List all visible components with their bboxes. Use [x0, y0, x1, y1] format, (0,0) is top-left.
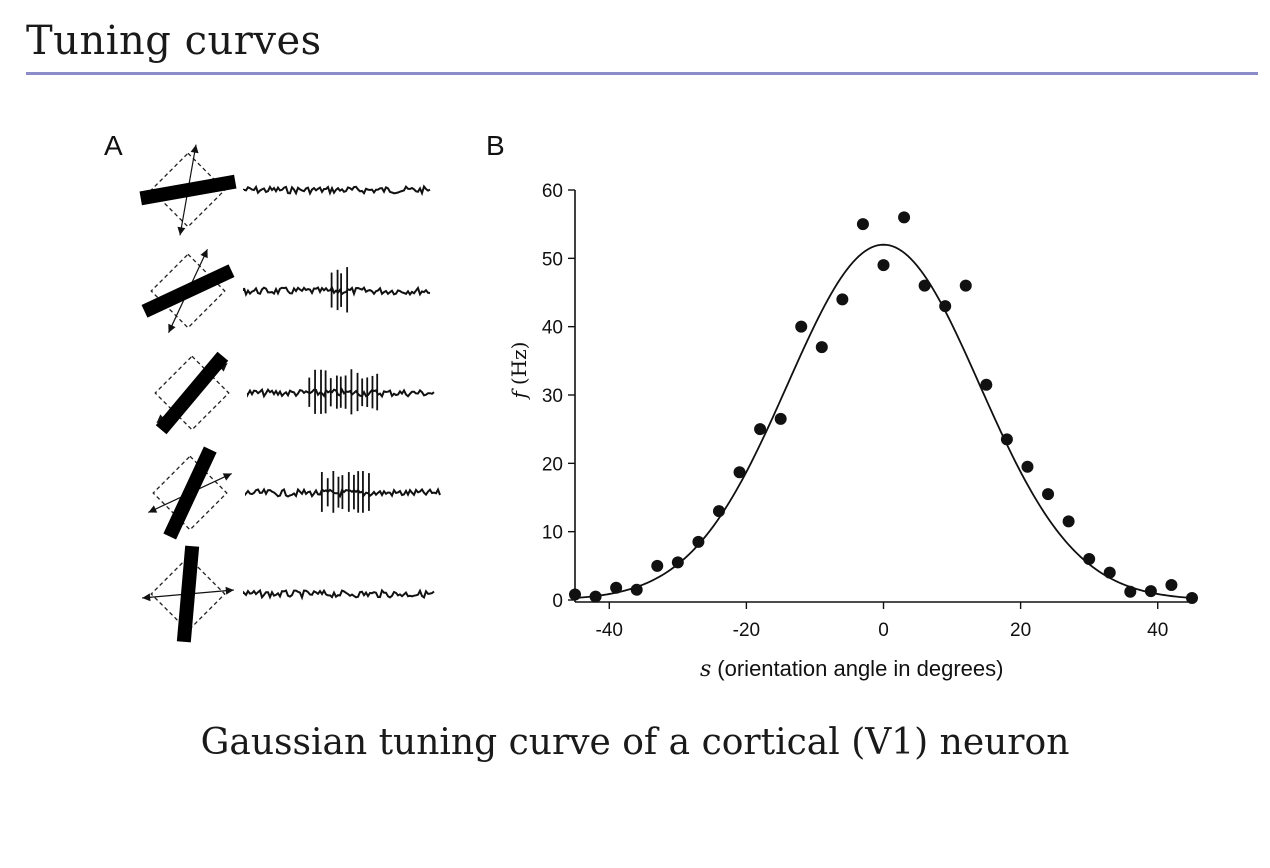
tuning-curve-chart: 0 10 20 30 40 50 60 -40 -20 0 20 40 s (orientation a… [507, 181, 1198, 682]
stimulus-row [154, 351, 435, 435]
data-point [795, 320, 808, 333]
data-point [1124, 585, 1137, 598]
tick-labels-layer: 0 10 20 30 40 50 60 -40 -20 0 20 40 [542, 181, 1168, 641]
data-point [774, 412, 787, 425]
arrowhead-icon [190, 144, 199, 154]
y-axis-symbol: f [507, 388, 531, 401]
data-point [754, 423, 767, 436]
arrowhead-icon [168, 323, 176, 333]
arrowhead-icon [222, 473, 232, 481]
spike-train-trace [243, 285, 431, 297]
arrowhead-icon [225, 586, 234, 595]
stimulus-bar [141, 264, 235, 318]
x-tick-label: -40 [596, 620, 623, 641]
data-point [1042, 488, 1055, 501]
data-point [1165, 578, 1178, 591]
data-point [1062, 515, 1075, 528]
y-tick-label: 30 [542, 386, 563, 407]
x-tick-label: -20 [733, 620, 760, 641]
data-point [1021, 460, 1034, 473]
x-axis-symbol: s [700, 657, 711, 682]
arrowhead-icon [200, 249, 208, 259]
data-point [1000, 433, 1013, 446]
data-point [712, 505, 725, 518]
data-point [692, 535, 705, 548]
stimulus-bar [155, 351, 229, 435]
x-axis-label: s (orientation angle in degrees) [700, 656, 1003, 682]
y-tick-label: 40 [542, 318, 563, 339]
arrowhead-icon [142, 593, 151, 602]
y-tick-label: 20 [542, 454, 563, 475]
data-point [1103, 566, 1116, 579]
data-point [610, 581, 623, 594]
data-point [1144, 585, 1157, 598]
y-tick-label: 50 [542, 249, 563, 270]
slide-title: Tuning curves [26, 18, 322, 64]
data-point [959, 279, 972, 292]
stimulus-row [148, 446, 441, 540]
data-point [980, 378, 993, 391]
data-point [651, 559, 664, 572]
stimulus-row [141, 249, 431, 333]
stimulus-spike-panel [139, 144, 441, 643]
y-tick-label: 60 [542, 181, 563, 202]
panel-a-label: A [104, 130, 123, 161]
data-point [898, 211, 911, 224]
y-tick-label: 0 [552, 591, 563, 612]
data-point [918, 279, 931, 292]
data-points-layer [569, 211, 1198, 604]
spike-train-trace [243, 588, 435, 601]
data-point [733, 466, 746, 479]
data-point [877, 259, 890, 272]
data-point [939, 300, 952, 313]
gaussian-fit-layer [574, 243, 1193, 599]
data-point [836, 293, 849, 306]
data-point [630, 583, 643, 596]
data-point [569, 588, 581, 601]
arrowhead-icon [148, 505, 158, 513]
spike-train-trace [243, 184, 431, 197]
x-tick-label: 0 [878, 620, 889, 641]
stimulus-row [139, 144, 431, 236]
stimulus-bar [163, 446, 217, 540]
slide-caption: Gaussian tuning curve of a cortical (V1)… [200, 722, 1070, 763]
y-tick-label: 10 [542, 523, 563, 544]
receptive-field-outline [150, 152, 226, 228]
stimulus-bar [176, 545, 200, 643]
y-axis-label: f (Hz) [507, 342, 531, 401]
x-axis-text: (orientation angle in degrees) [717, 656, 1003, 681]
panel-b-label: B [486, 130, 505, 161]
chart-axes [568, 189, 1192, 609]
data-point [589, 590, 602, 603]
stimulus-bar [139, 174, 237, 206]
data-point [1186, 591, 1198, 604]
data-point [1083, 553, 1096, 565]
data-point [815, 341, 828, 354]
y-axis-text: (Hz) [507, 342, 531, 386]
data-point [856, 218, 869, 231]
x-tick-label: 40 [1147, 620, 1168, 641]
gaussian-fit-curve [574, 243, 1193, 599]
arrowhead-icon [177, 226, 186, 236]
title-rule [26, 72, 1258, 75]
x-tick-label: 20 [1010, 620, 1031, 641]
data-point [671, 556, 684, 569]
